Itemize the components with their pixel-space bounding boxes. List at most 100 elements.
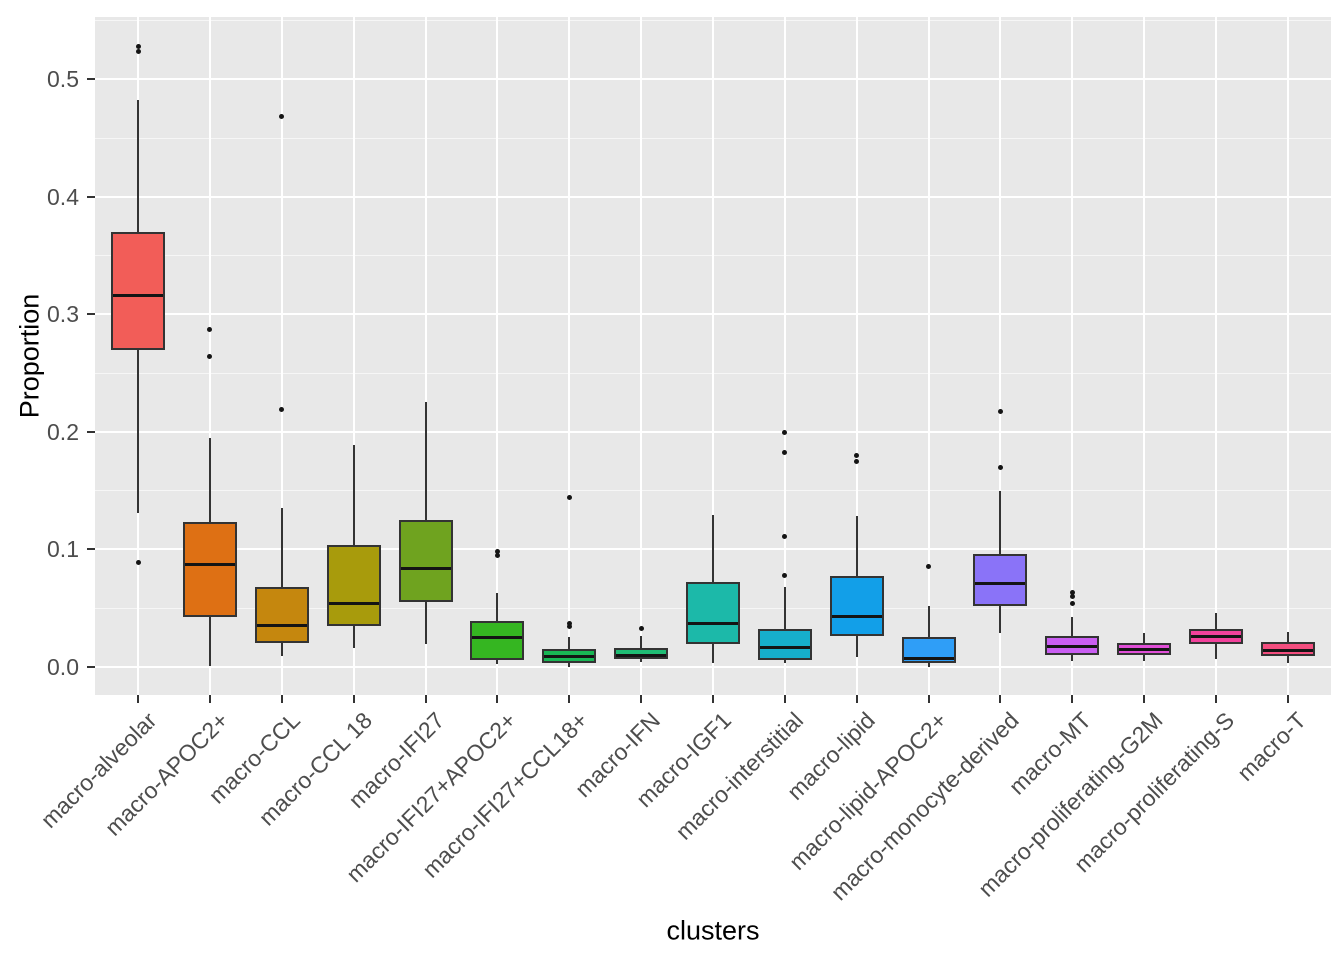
median-line — [544, 654, 595, 658]
x-tick-mark — [568, 695, 571, 703]
x-axis-title: clusters — [666, 915, 760, 946]
outlier-point — [854, 452, 860, 458]
box-macro-CCL 18 — [326, 544, 381, 626]
x-tick-mark — [137, 695, 140, 703]
x-tick-mark — [640, 695, 643, 703]
gridline-vertical — [280, 17, 283, 695]
x-tick-mark — [280, 695, 283, 703]
y-tick-label: 0.5 — [47, 66, 79, 93]
outlier-point — [997, 409, 1003, 415]
gridline-vertical — [712, 17, 714, 695]
gridline-vertical — [783, 17, 786, 695]
gridline-vertical — [999, 17, 1002, 695]
outlier-point — [997, 464, 1003, 470]
x-tick-mark — [1215, 695, 1218, 703]
x-tick-mark — [1071, 695, 1074, 703]
outlier-point — [854, 458, 860, 464]
box-macro-lipid — [829, 576, 884, 637]
outlier-point — [782, 450, 788, 456]
median-line — [328, 601, 379, 605]
plot-panel — [95, 17, 1331, 695]
gridline-vertical — [1286, 17, 1289, 695]
outlier-point — [782, 430, 788, 436]
gridline-vertical — [496, 17, 499, 695]
x-tick-mark — [712, 695, 714, 703]
x-tick-mark — [352, 695, 355, 703]
outlier-point — [566, 624, 572, 630]
x-tick-mark — [208, 695, 211, 703]
median-line — [113, 293, 164, 297]
median-line — [1262, 648, 1313, 652]
outlier-point — [1069, 600, 1075, 606]
x-tick-mark — [927, 695, 930, 703]
gridline-vertical — [1215, 17, 1218, 695]
y-tick-mark — [87, 430, 95, 433]
x-tick-mark — [496, 695, 499, 703]
x-tick-mark — [855, 695, 858, 703]
gridline-vertical — [855, 17, 858, 695]
x-tick-mark — [783, 695, 786, 703]
x-tick-label: macro-APOC2+ — [99, 707, 234, 841]
gridline-vertical — [424, 17, 427, 695]
y-tick-label: 0.2 — [47, 418, 79, 445]
box-macro-alveolar — [111, 232, 166, 350]
box-macro-IFN — [614, 647, 669, 659]
outlier-point — [135, 43, 141, 49]
outlier-point — [926, 564, 932, 570]
gridline-vertical — [640, 17, 643, 695]
gridline-vertical — [1071, 17, 1074, 695]
whisker-line — [927, 605, 930, 667]
outlier-point — [782, 572, 788, 578]
gridline-vertical — [1143, 17, 1146, 695]
outlier-point — [638, 625, 644, 631]
median-line — [400, 566, 451, 570]
median-line — [1119, 647, 1170, 651]
gridline-vertical — [352, 17, 355, 695]
median-line — [903, 657, 954, 661]
y-tick-label: 0.3 — [47, 301, 79, 328]
median-line — [185, 563, 235, 567]
box-macro-APOC2+ — [183, 522, 237, 618]
outlier-point — [566, 495, 572, 501]
outlier-point — [279, 114, 285, 120]
box-macro-IFI27+APOC2+ — [470, 620, 525, 660]
median-line — [472, 635, 523, 639]
outlier-point — [135, 559, 141, 565]
median-line — [759, 646, 810, 650]
median-line — [1047, 645, 1098, 649]
outlier-point — [207, 354, 213, 360]
x-tick-mark — [999, 695, 1002, 703]
outlier-point — [135, 48, 141, 54]
outlier-point — [279, 406, 285, 412]
median-line — [975, 581, 1026, 585]
median-line — [831, 614, 882, 618]
whisker-line — [280, 508, 283, 657]
outlier-point — [207, 327, 213, 333]
outlier-point — [1069, 593, 1075, 599]
x-tick-label: macro-T — [1232, 707, 1312, 786]
median-line — [1191, 634, 1241, 638]
gridline-vertical — [927, 17, 930, 695]
y-tick-label: 0.1 — [47, 536, 79, 563]
y-tick-label: 0.4 — [47, 183, 79, 210]
box-macro-IGF1 — [686, 582, 740, 645]
outlier-point — [1069, 590, 1075, 596]
whisker-line — [783, 586, 786, 664]
outlier-point — [494, 552, 500, 558]
y-tick-mark — [87, 313, 95, 316]
y-tick-mark — [87, 195, 95, 198]
outlier-point — [566, 620, 572, 626]
x-tick-label: macro-interstitial — [670, 707, 809, 845]
y-tick-label: 0.0 — [47, 653, 79, 680]
outlier-point — [494, 549, 500, 555]
outlier-point — [782, 533, 788, 539]
box-macro-CCL — [254, 586, 309, 644]
x-tick-mark — [1286, 695, 1289, 703]
median-line — [688, 621, 738, 625]
gridline-vertical — [568, 17, 571, 695]
box-macro-IFI27 — [398, 519, 453, 603]
y-tick-mark — [87, 665, 95, 668]
median-line — [256, 624, 307, 628]
box-macro-interstitial — [757, 629, 812, 660]
y-axis-title: Proportion — [14, 293, 45, 419]
